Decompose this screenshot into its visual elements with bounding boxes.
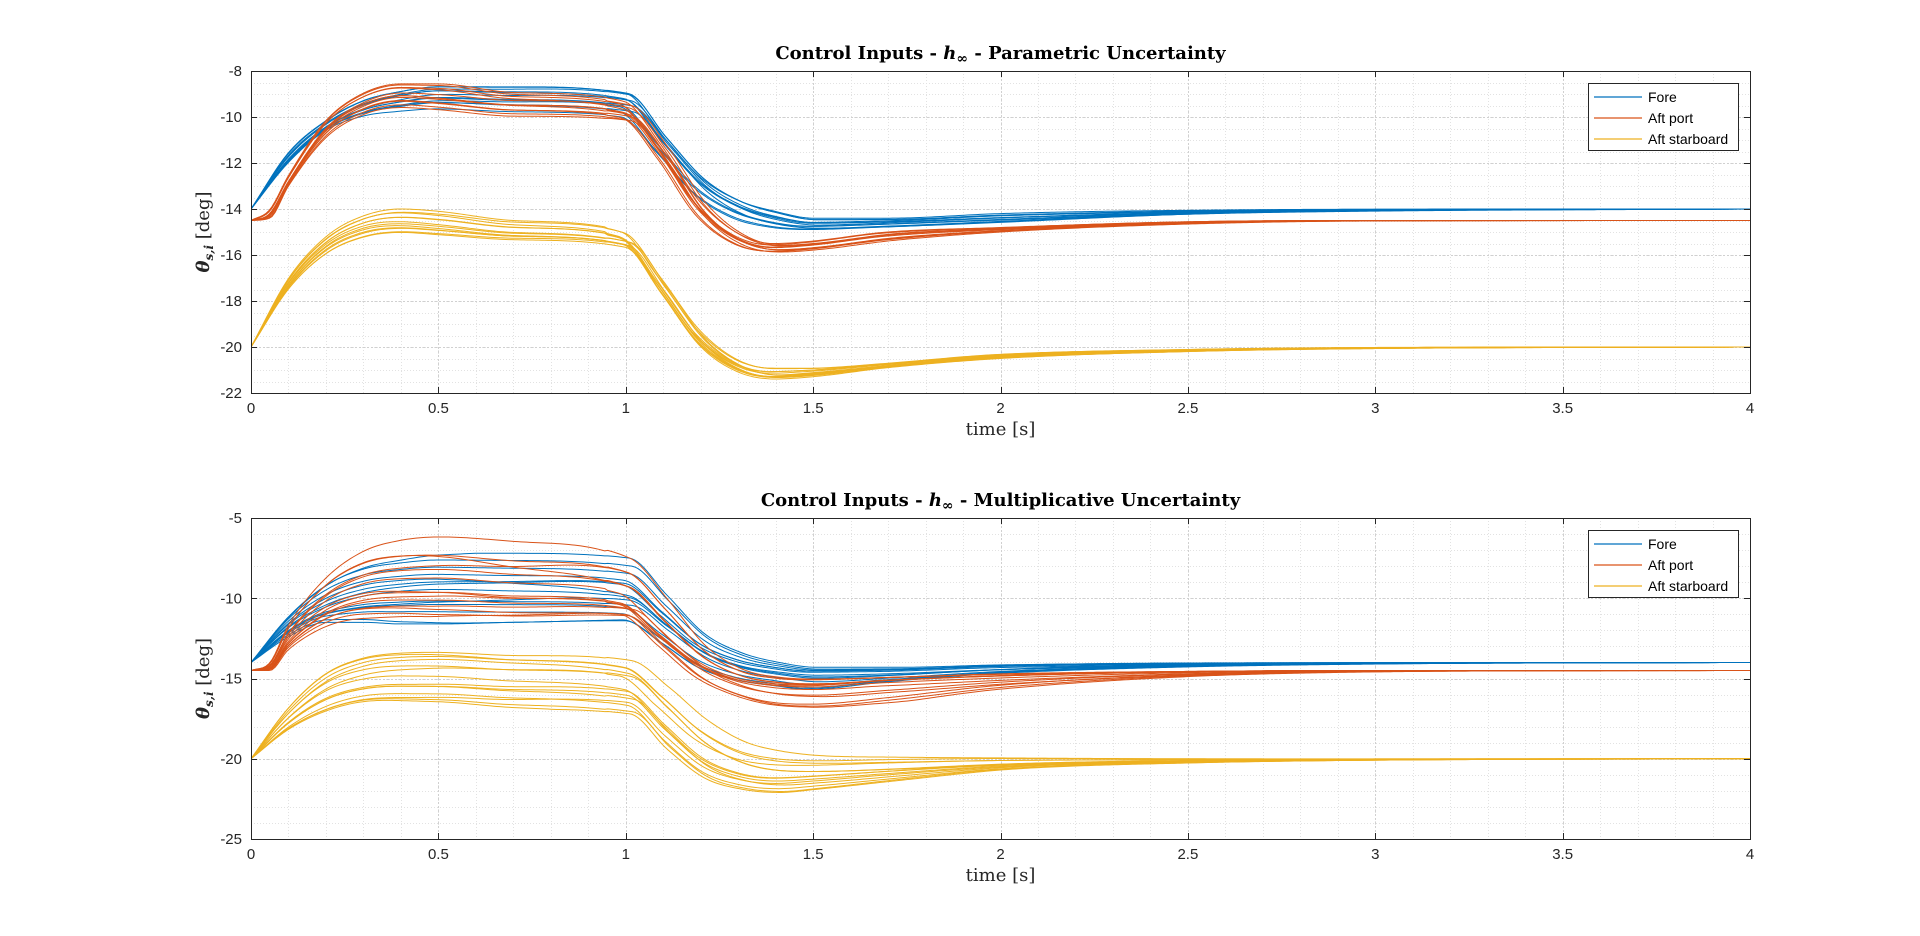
y-label-unit: [deg]: [193, 638, 214, 691]
series-run-line: [251, 536, 1750, 680]
legend-label: Fore: [1648, 89, 1677, 105]
series-run-line: [251, 552, 1750, 668]
series-aft-starboard: [251, 651, 1750, 793]
y-label-symbol: θ: [193, 260, 214, 272]
y-tick-label: -14: [220, 201, 242, 218]
title-subscript: ∞: [956, 51, 968, 67]
y-axis-label: θs,i [deg]: [193, 638, 216, 719]
x-tick-label: 0.5: [428, 400, 449, 417]
title-text: - Multiplicative Uncertainty: [954, 490, 1241, 511]
y-tick-label: -20: [220, 339, 242, 356]
x-tick-label: 2: [996, 400, 1004, 417]
y-label-unit: [deg]: [193, 192, 214, 245]
x-tick-label: 3: [1371, 846, 1379, 863]
title-text: - Parametric Uncertainty: [968, 43, 1226, 64]
y-label-symbol: θ: [193, 707, 214, 719]
x-tick-label: 1.5: [803, 400, 824, 417]
chart-title: Control Inputs - h∞ - Multiplicative Unc…: [761, 490, 1241, 514]
y-tick-label: -22: [220, 385, 242, 402]
x-tick-label: 1: [622, 846, 630, 863]
x-tick-label: 3.5: [1552, 400, 1573, 417]
legend-item: Aft port: [1594, 110, 1693, 126]
chart-1: 0 0.5 1 1.5 2 2.5 3 3.5 4 -22 -20 -18 -16 -14 -12 -10 -8…: [193, 43, 1754, 440]
x-tick-label: 4: [1746, 400, 1754, 417]
legend-item: Fore: [1594, 536, 1677, 552]
legend-label: Aft port: [1648, 110, 1693, 126]
title-symbol: h: [929, 490, 942, 511]
y-tick-label: -8: [229, 63, 242, 80]
x-tick-label: 0.5: [428, 846, 449, 863]
legend-item: Aft starboard: [1594, 131, 1728, 147]
plot-area: [251, 518, 1750, 839]
series-run-line: [251, 86, 1750, 219]
legend-box: [1588, 530, 1739, 598]
chart-title: Control Inputs - h∞ - Parametric Uncerta…: [775, 43, 1226, 67]
title-text: Control Inputs -: [761, 490, 929, 511]
x-tick-label: 4: [1746, 846, 1754, 863]
legend-item: Fore: [1594, 89, 1677, 105]
series-lines: [251, 536, 1750, 793]
series-run-line: [251, 651, 1750, 760]
x-tick-label: 0: [247, 400, 255, 417]
x-tick-label: 2: [996, 846, 1004, 863]
series-aft-port: [251, 536, 1750, 708]
legend: Fore Aft port Aft starboard: [1588, 83, 1739, 151]
x-tick-label: 1.5: [803, 846, 824, 863]
x-axis-label: time [s]: [966, 865, 1036, 886]
series-fore: [251, 86, 1750, 231]
legend-label: Aft starboard: [1648, 578, 1728, 594]
y-tick-label: -20: [220, 751, 242, 768]
title-text: Control Inputs -: [775, 43, 943, 64]
x-tick-label: 2.5: [1177, 846, 1198, 863]
y-tick-label: -10: [220, 590, 242, 607]
ticks: 0 0.5 1 1.5 2 2.5 3 3.5 4 -25 -20 -15 -10 -5: [220, 510, 1754, 863]
series-aft-port: [251, 83, 1750, 253]
title-symbol: h: [943, 43, 956, 64]
series-run-line: [251, 83, 1750, 245]
series-fore: [251, 552, 1750, 690]
x-tick-label: 3: [1371, 400, 1379, 417]
title-subscript: ∞: [942, 498, 954, 514]
legend-label: Fore: [1648, 536, 1677, 552]
y-tick-label: -15: [220, 671, 242, 688]
legend-item: Aft port: [1594, 557, 1693, 573]
legend-label: Aft starboard: [1648, 131, 1728, 147]
y-axis-label: θs,i [deg]: [193, 192, 216, 273]
x-tick-label: 0: [247, 846, 255, 863]
legend: Fore Aft port Aft starboard: [1588, 530, 1739, 598]
series-lines: [251, 83, 1750, 380]
y-label-subscript: s,i: [202, 245, 216, 261]
x-axis-label: time [s]: [966, 419, 1036, 440]
y-tick-label: -18: [220, 293, 242, 310]
x-tick-label: 2.5: [1177, 400, 1198, 417]
series-run-line: [251, 208, 1750, 369]
ticks: 0 0.5 1 1.5 2 2.5 3 3.5 4 -22 -20 -18 -16 -14 -12 -10 -8: [220, 63, 1754, 417]
chart-2: 0 0.5 1 1.5 2 2.5 3 3.5 4 -25 -20 -15 -10 -5 Control I…: [193, 490, 1754, 886]
y-tick-label: -25: [220, 831, 242, 848]
legend-label: Aft port: [1648, 557, 1693, 573]
legend-item: Aft starboard: [1594, 578, 1728, 594]
series-aft-starboard: [251, 208, 1750, 380]
y-tick-label: -16: [220, 247, 242, 264]
x-tick-label: 3.5: [1552, 846, 1573, 863]
y-tick-label: -10: [220, 109, 242, 126]
y-label-subscript: s,i: [202, 691, 216, 707]
y-tick-label: -5: [229, 510, 242, 527]
y-tick-label: -12: [220, 155, 242, 172]
x-tick-label: 1: [622, 400, 630, 417]
